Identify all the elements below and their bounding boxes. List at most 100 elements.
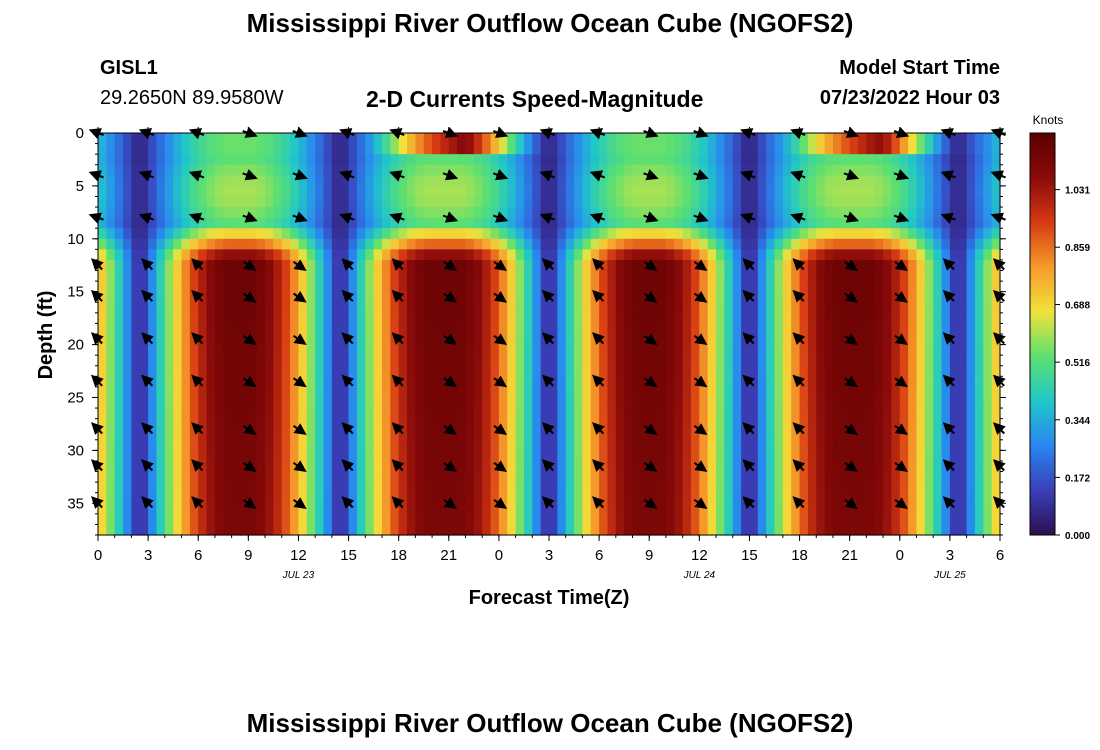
heatmap-cell [415, 408, 425, 420]
x-tick-label: 3 [545, 547, 553, 564]
heatmap-cell [749, 249, 759, 261]
heatmap-cell [858, 228, 867, 240]
heatmap-cell [415, 397, 425, 409]
heatmap-cell [248, 397, 258, 409]
heatmap-cell [381, 291, 391, 303]
heatmap-cell [849, 133, 859, 145]
heatmap-cell [214, 439, 224, 451]
heatmap-cell [515, 460, 525, 473]
heatmap-cell [515, 133, 525, 145]
heatmap-cell [532, 365, 542, 377]
heatmap-cell [741, 397, 751, 409]
heatmap-cell [974, 524, 984, 536]
heatmap-cell [824, 408, 834, 420]
current-arrow [844, 290, 858, 303]
heatmap-cell [248, 418, 258, 430]
heatmap-cell [924, 460, 934, 473]
heatmap-cell [682, 376, 692, 388]
heatmap-cell [482, 460, 492, 473]
heatmap-cell [181, 408, 191, 420]
heatmap-cell [256, 185, 266, 198]
heatmap-cell [290, 217, 300, 229]
heatmap-cell [866, 439, 876, 451]
heatmap-cell [106, 439, 116, 451]
heatmap-cell [348, 482, 358, 494]
heatmap-cell [665, 217, 675, 229]
heatmap-cell [858, 164, 867, 176]
heatmap-cell [398, 408, 408, 420]
heatmap-cell [131, 365, 141, 377]
heatmap-cell [707, 355, 717, 367]
heatmap-cell [306, 482, 316, 494]
heatmap-cell [866, 196, 876, 208]
heatmap-cell [256, 312, 266, 325]
heatmap-cell [574, 196, 584, 208]
heatmap-cell [273, 365, 283, 377]
heatmap-cell [331, 365, 341, 377]
heatmap-cell [532, 133, 542, 145]
heatmap-cell [874, 196, 884, 208]
heatmap-cell [482, 397, 492, 409]
heatmap-cell [373, 365, 383, 377]
heatmap-cell [365, 154, 375, 166]
heatmap-cell [356, 143, 366, 155]
heatmap-cell [816, 259, 826, 272]
heatmap-cell [198, 238, 208, 250]
heatmap-cell [924, 418, 934, 430]
heatmap-cell [983, 270, 993, 282]
x-tick-label: 3 [144, 547, 152, 564]
heatmap-cell [223, 143, 233, 155]
heatmap-cell [941, 450, 951, 462]
heatmap-cell [966, 376, 976, 388]
heatmap-cell [423, 344, 433, 356]
heatmap-cell [189, 312, 199, 325]
heatmap-cell [574, 460, 584, 473]
heatmap-cell [273, 207, 283, 219]
heatmap-cell [181, 302, 191, 314]
heatmap-cell [716, 460, 725, 473]
heatmap-cell [148, 143, 158, 155]
heatmap-cell [532, 450, 542, 462]
heatmap-cell [473, 164, 483, 176]
heatmap-cell [924, 355, 934, 367]
heatmap-cell [916, 450, 926, 462]
heatmap-cell [365, 376, 375, 388]
heatmap-cell [139, 365, 149, 377]
heatmap-cell [231, 312, 241, 325]
heatmap-cell [340, 185, 350, 198]
heatmap-cell [164, 450, 174, 462]
heatmap-cell [415, 418, 425, 430]
heatmap-cell [991, 270, 1001, 282]
heatmap-cell [290, 344, 300, 356]
heatmap-cell [774, 323, 784, 335]
heatmap-cell [640, 482, 650, 494]
current-arrow [242, 259, 257, 272]
heatmap-cell [832, 376, 842, 388]
heatmap-cell [816, 323, 826, 335]
heatmap-cell [824, 185, 834, 198]
heatmap-cell [281, 143, 291, 155]
heatmap-cell [457, 450, 467, 462]
heatmap-cell [640, 185, 650, 198]
heatmap-cell [874, 460, 884, 473]
heatmap-cell [290, 302, 300, 314]
heatmap-cell [206, 418, 216, 430]
heatmap-cell [298, 439, 308, 451]
heatmap-cell [373, 143, 383, 155]
heatmap-cell [699, 249, 709, 261]
heatmap-cell [766, 418, 776, 430]
heatmap-cell [724, 207, 734, 219]
heatmap-cell [816, 439, 826, 451]
heatmap-cell [273, 503, 283, 515]
heatmap-cell [231, 259, 241, 272]
heatmap-cell [407, 143, 416, 155]
heatmap-cell [716, 302, 725, 314]
heatmap-cell [340, 344, 350, 356]
heatmap-cell [398, 323, 408, 335]
heatmap-cell [198, 513, 208, 526]
heatmap-cell [148, 281, 158, 293]
heatmap-cell [607, 143, 617, 155]
heatmap-cell [139, 143, 149, 155]
heatmap-cell [473, 249, 483, 261]
heatmap-cell [849, 164, 859, 176]
